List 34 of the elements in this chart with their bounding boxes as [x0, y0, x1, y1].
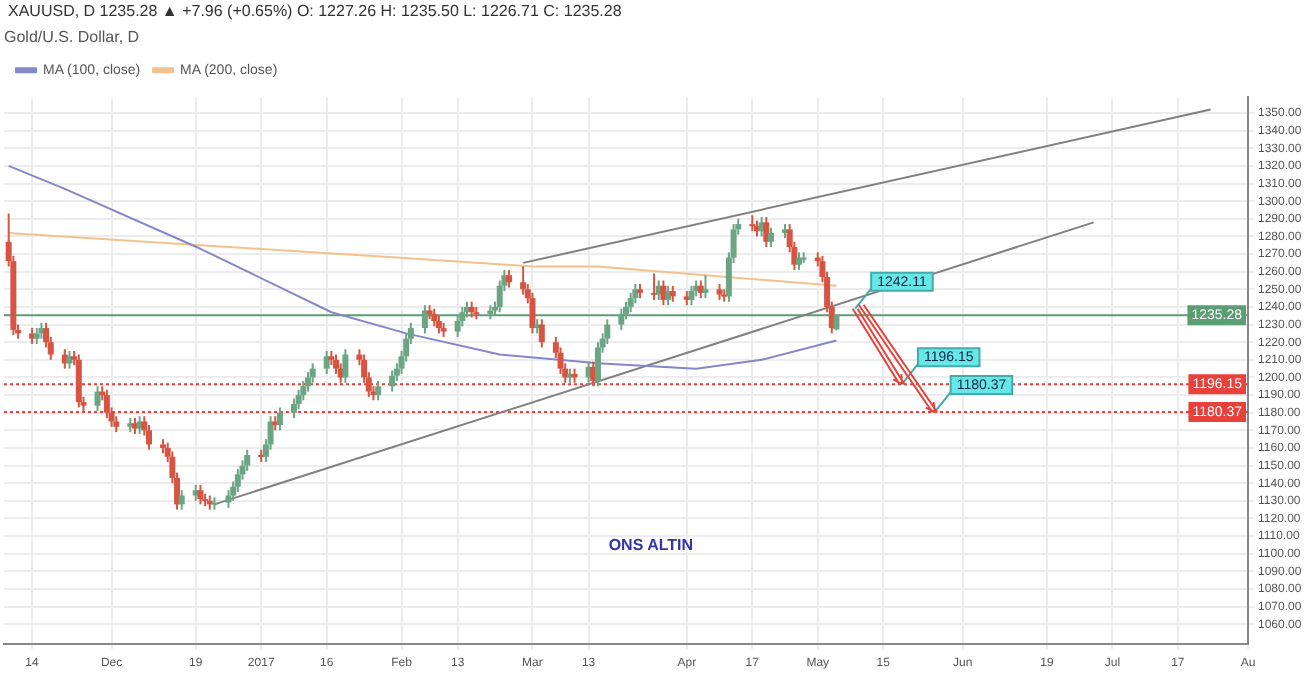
candlestick [75, 353, 82, 409]
candlestick [529, 291, 536, 335]
candlestick [454, 314, 461, 338]
annotation: ONS ALTIN [608, 535, 694, 554]
candlestick [323, 350, 330, 375]
candlestick [290, 397, 297, 419]
candlestick [309, 362, 316, 384]
candlestick [763, 216, 770, 249]
candlestick [244, 448, 251, 472]
candlestick [304, 371, 311, 393]
candlestick [103, 388, 110, 419]
candlestick [197, 483, 204, 506]
candlestick [627, 291, 634, 314]
candlestick [632, 283, 639, 305]
chart-title: Gold/U.S. Dollar, D [4, 28, 140, 47]
candlestick [618, 307, 625, 331]
chart-subtitle: XAUUSD, D 1235.28 ▲ +7.96 (+0.65%) O: 1227.26 H: 1235.50 L: 1226.71 C: 1235.28 [6, 0, 624, 24]
candlestick [604, 318, 611, 345]
candlestick [375, 379, 382, 402]
candlestick [702, 274, 709, 300]
candlestick [94, 385, 101, 412]
candlestick [342, 348, 349, 384]
candlestick [594, 341, 601, 388]
candlestick [333, 353, 340, 375]
candlestick [145, 424, 152, 451]
candlestick [300, 379, 307, 402]
candlestick [520, 265, 527, 296]
candlestick [295, 388, 302, 411]
candlestick [767, 226, 774, 249]
candlestick [389, 369, 396, 393]
candlestick [178, 489, 185, 511]
candlestick [234, 468, 241, 494]
candlestick [688, 284, 695, 307]
candlestick [421, 304, 428, 335]
